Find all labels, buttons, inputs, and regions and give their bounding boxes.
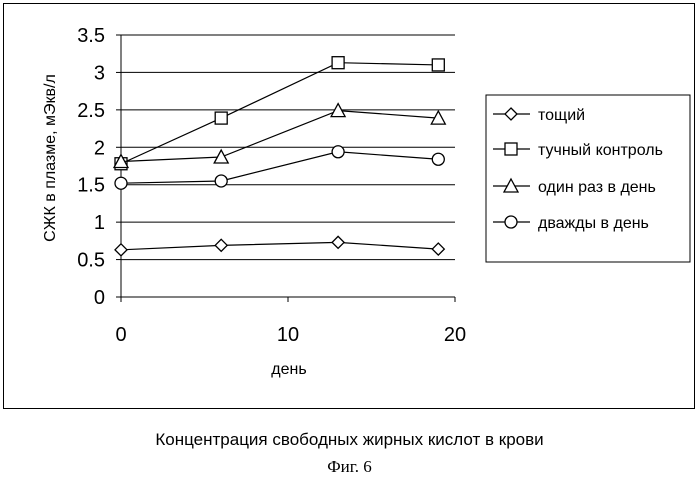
legend-circle-icon bbox=[505, 216, 517, 228]
series-4-point bbox=[115, 177, 127, 189]
x-tick-label: 0 bbox=[115, 324, 126, 346]
y-axis-label: СЖК в плазме, мЭкв/л bbox=[42, 74, 59, 242]
series-line-3 bbox=[121, 111, 438, 162]
y-tick-label: 2.5 bbox=[77, 100, 105, 122]
series-2-point bbox=[432, 59, 444, 71]
y-tick-label: 1 bbox=[94, 212, 105, 234]
y-tick-label: 0.5 bbox=[77, 250, 105, 272]
series-2-point bbox=[215, 112, 227, 124]
series-2-point bbox=[332, 57, 344, 69]
series-line-2 bbox=[121, 63, 438, 164]
y-tick-label: 3.5 bbox=[77, 25, 105, 47]
y-tick-label: 0 bbox=[94, 287, 105, 309]
x-axis-label: день bbox=[271, 361, 306, 378]
series-line-1 bbox=[121, 242, 438, 249]
series-4-point bbox=[332, 146, 344, 158]
chart-caption: Концентрация свободных жирных кислот в к… bbox=[0, 430, 699, 450]
series-1-point bbox=[332, 236, 344, 248]
series-3-point bbox=[214, 150, 228, 163]
y-tick-label: 1.5 bbox=[77, 175, 105, 197]
series-4-point bbox=[432, 153, 444, 165]
series-line-4 bbox=[121, 152, 438, 183]
series-1-point bbox=[115, 244, 127, 256]
legend-label: дважды в день bbox=[538, 215, 649, 232]
figure-label: Фиг. 6 bbox=[0, 457, 699, 477]
series-1-point bbox=[215, 239, 227, 251]
series-4-point bbox=[215, 175, 227, 187]
legend-label: тощий bbox=[538, 107, 585, 124]
legend-label: один раз в день bbox=[538, 179, 656, 196]
y-tick-label: 3 bbox=[94, 62, 105, 84]
line-chart: 0 0.5 1 1.5 2 2.5 3 3.5 0 10 20 день СЖК в плазме, м… bbox=[0, 0, 699, 420]
series-1-point bbox=[432, 243, 444, 255]
legend-label: тучный контроль bbox=[538, 142, 663, 159]
x-tick-label: 10 bbox=[277, 324, 299, 346]
y-tick-label: 2 bbox=[94, 137, 105, 159]
x-tick-label: 20 bbox=[444, 324, 466, 346]
legend-square-icon bbox=[505, 143, 517, 155]
